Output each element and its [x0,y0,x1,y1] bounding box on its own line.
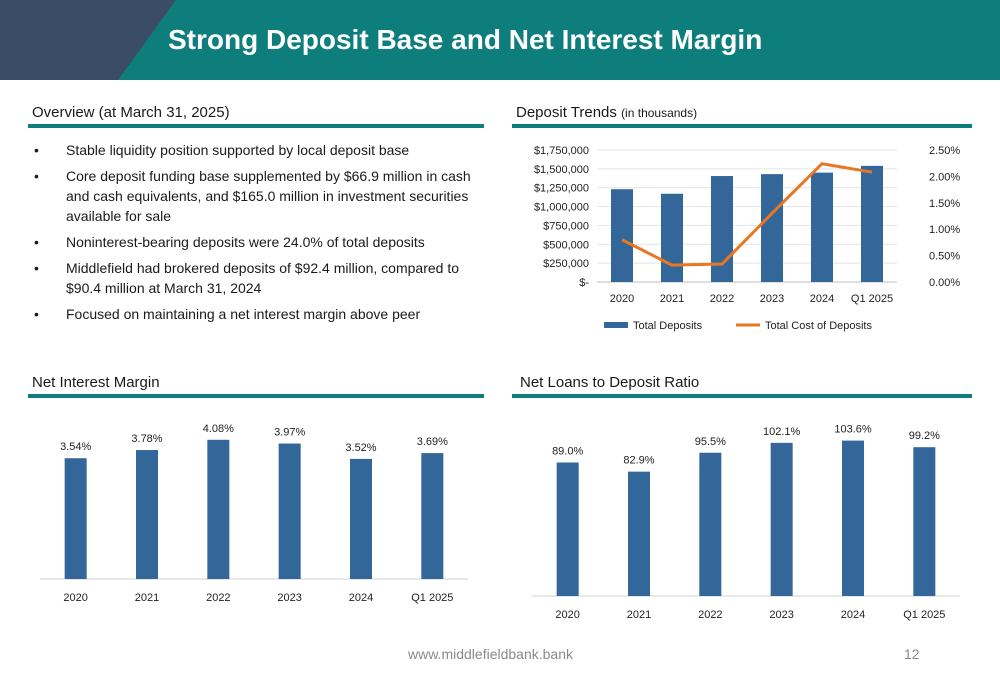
deposit-bar [811,172,833,282]
nim-chart: 3.54% 2020 3.78% 2021 4.08% 2022 3.97% 2023 3.52… [40,423,468,604]
data-label: 99.2% [909,430,940,442]
bar [556,462,579,596]
data-label: 3.97% [274,427,305,439]
header-corner-shape [0,0,176,80]
footer-url: www.middlefieldbank.bank [408,646,573,662]
y2-tick-label: 1.50% [929,198,960,210]
legend-swatch-deposits [604,322,628,328]
x-tick-label: 2021 [135,592,159,604]
data-label: 103.6% [834,424,872,436]
ltd-title: Net Loans to Deposit Ratio [520,374,700,391]
y-tick-label: $1,000,000 [534,202,589,214]
deposit-bar [861,165,883,282]
header-banner: Strong Deposit Base and Net Interest Mar… [0,0,1000,80]
x-tick-label: 2022 [710,293,734,305]
x-tick-label: 2020 [555,609,579,621]
y2-tick-label: 2.50% [929,145,960,157]
bullet-item: Middlefield had brokered deposits of $92… [32,258,484,298]
overview-rule [28,124,484,128]
x-tick-label: 2021 [660,293,684,305]
x-tick-label: 2020 [63,592,87,604]
bar [278,443,301,579]
y-tick-label: $500,000 [543,239,589,251]
data-label: 3.69% [417,436,448,448]
x-tick-label: 2021 [627,609,651,621]
deposit-trends-chart: $- $250,000 $500,000 $750,000 $1,000,000 $1,2… [534,145,960,332]
x-tick-label: 2023 [277,592,301,604]
nim-title: Net Interest Margin [32,374,160,391]
y-tick-label: $1,250,000 [534,183,589,195]
legend-label-deposits: Total Deposits [633,320,703,332]
bullet-item: Focused on maintaining a net interest ma… [32,304,484,324]
bar [350,458,372,579]
legend-label-cost: Total Cost of Deposits [765,320,872,332]
bar [842,440,864,596]
data-label: 3.54% [60,441,91,453]
data-label: 102.1% [763,426,801,438]
deposit-trends-subtitle: (in thousands) [621,106,698,120]
bullet-item: Noninterest-bearing deposits were 24.0% … [32,232,484,252]
y-tick-label: $250,000 [543,258,589,270]
bar [913,447,936,596]
data-label: 3.78% [131,433,162,445]
y-tick-label: $1,750,000 [534,145,589,157]
data-label: 95.5% [695,436,726,448]
x-tick-label: 2020 [610,293,634,305]
y2-tick-label: 2.00% [929,171,960,183]
x-tick-label: 2024 [841,609,865,621]
deposit-bar [661,193,683,282]
y-tick-label: $- [579,277,589,289]
nim-rule [28,394,484,398]
deposit-trends-title-text: Deposit Trends [516,104,617,121]
deposit-bar [761,174,783,282]
bar [770,442,793,596]
y2-tick-label: 0.50% [929,251,960,263]
deposit-trends-title: Deposit Trends (in thousands) [516,104,697,121]
data-label: 3.52% [345,442,376,454]
x-tick-label: Q1 2025 [411,592,453,604]
bar [207,439,230,579]
data-label: 82.9% [623,455,654,467]
page-number: 12 [904,646,920,662]
x-tick-label: 2024 [349,592,373,604]
ltd-rule [512,394,972,398]
bar [699,452,722,596]
data-label: 89.0% [552,446,583,458]
cost-of-deposits-line [621,162,873,267]
x-tick-label: 2022 [206,592,230,604]
x-tick-label: 2024 [810,293,834,305]
y-tick-label: $750,000 [543,220,589,232]
deposit-bar [611,189,633,282]
bar [628,471,650,596]
bullet-item: Core deposit funding base supplemented b… [32,166,484,226]
bar [421,453,444,579]
x-tick-label: 2022 [698,609,722,621]
x-tick-label: Q1 2025 [903,609,945,621]
y2-tick-label: 0.00% [929,277,960,289]
bar [136,450,158,579]
page-title: Strong Deposit Base and Net Interest Mar… [168,24,763,55]
bullet-item: Stable liquidity position supported by l… [32,140,484,160]
overview-bullets: Stable liquidity position supported by l… [32,140,484,330]
x-tick-label: 2023 [760,293,784,305]
ltd-chart: 89.0% 2020 82.9% 2021 95.5% 2022 102.1% 2023 103… [532,424,960,621]
y-tick-label: $1,500,000 [534,164,589,176]
data-label: 4.08% [203,423,234,435]
deposit-trends-rule [512,124,972,128]
overview-title: Overview (at March 31, 2025) [32,104,230,121]
bar [64,458,87,579]
x-tick-label: Q1 2025 [851,293,893,305]
deposit-bar [711,176,733,282]
y2-tick-label: 1.00% [929,224,960,236]
x-tick-label: 2023 [769,609,793,621]
